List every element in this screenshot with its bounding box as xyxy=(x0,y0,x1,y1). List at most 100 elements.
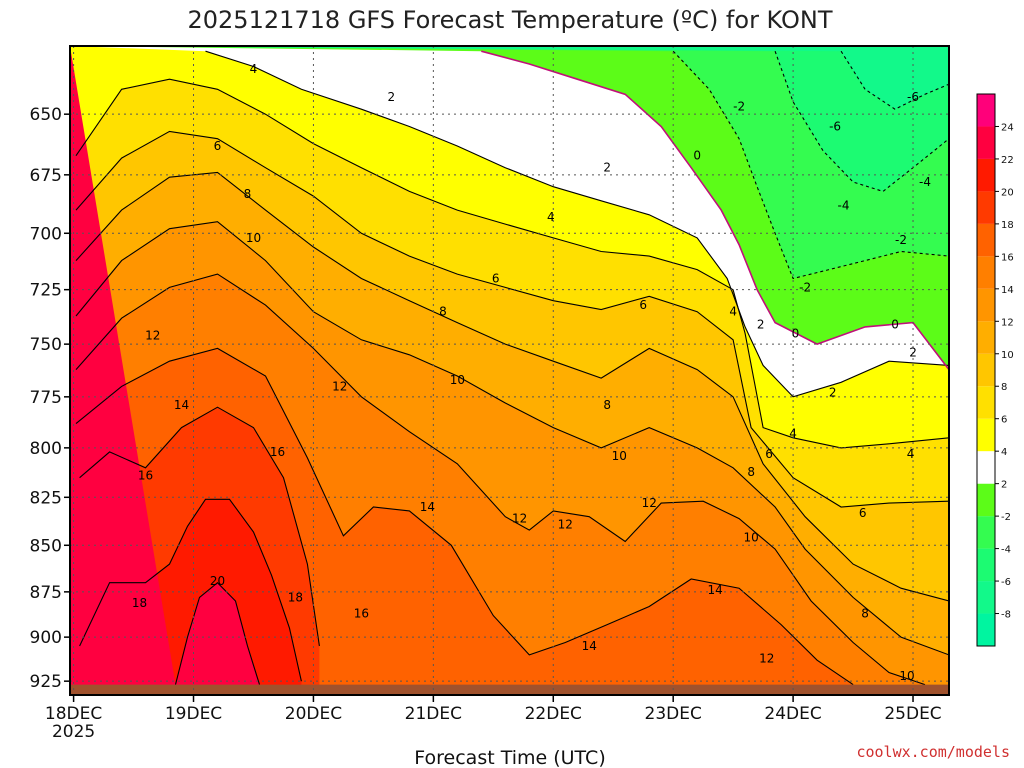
contour-label: 4 xyxy=(789,427,797,441)
colorbar-tick-label: 14 xyxy=(1001,285,1014,296)
contour-label: -2 xyxy=(895,233,907,247)
isotherm-line xyxy=(481,50,949,371)
colorbar-segment xyxy=(977,548,995,582)
x-tick-label: 21DEC xyxy=(405,704,462,724)
contour-label: 8 xyxy=(747,465,755,479)
band-fill xyxy=(70,46,302,695)
x-tick-sublabel: 2025 xyxy=(52,722,95,742)
isotherm-line xyxy=(840,50,949,110)
y-tick-label: 750 xyxy=(30,335,62,355)
colorbar-segment xyxy=(977,256,995,289)
colorbar-frame xyxy=(976,93,996,647)
colorbar-segment xyxy=(977,353,995,387)
y-tick-label: 850 xyxy=(30,536,62,556)
isotherm-line xyxy=(75,347,854,686)
contour-label: 16 xyxy=(138,469,153,483)
contour-label: -4 xyxy=(837,198,849,212)
chart-title: 2025121718 GFS Forecast Temperature (ºC)… xyxy=(188,6,833,34)
contour-label: 12 xyxy=(558,517,573,531)
x-tick-label: 24DEC xyxy=(764,704,821,724)
y-tick-label: 825 xyxy=(30,488,62,508)
contour-label: 8 xyxy=(603,398,611,412)
isotherm-line xyxy=(174,581,261,685)
y-tick-label: 875 xyxy=(30,583,62,603)
colorbar-segment xyxy=(977,516,995,549)
contour-label: 8 xyxy=(244,187,252,201)
contour-label: 0 xyxy=(792,326,800,340)
grid-lines xyxy=(70,46,949,695)
band-fill xyxy=(70,46,260,695)
isotherm-line xyxy=(205,50,949,398)
colorbar-segment xyxy=(977,94,995,127)
colorbar-segment xyxy=(977,321,995,354)
contour-label: 16 xyxy=(354,607,369,621)
contour-label: 2 xyxy=(757,318,765,332)
contour-label: -2 xyxy=(733,100,745,114)
contour-label: 2 xyxy=(829,386,837,400)
contour-label: 0 xyxy=(891,318,899,332)
colorbar-tick-label: -2 xyxy=(1001,512,1011,523)
colorbar-tick-label: 24 xyxy=(1001,122,1014,133)
contour-label: 10 xyxy=(899,669,914,683)
contour-label: 20 xyxy=(210,574,225,588)
contour-label: -4 xyxy=(919,175,931,189)
contour-label: -6 xyxy=(907,90,919,104)
contour-label: 14 xyxy=(174,398,189,412)
contour-label: 12 xyxy=(145,329,160,343)
colorbar-tick-label: 10 xyxy=(1001,350,1014,361)
contour-label: 0 xyxy=(693,149,701,163)
contour-label: 2 xyxy=(909,346,917,360)
contour-label: 10 xyxy=(612,449,627,463)
isotherm-line xyxy=(79,406,320,647)
isotherm-line xyxy=(75,171,949,602)
y-tick-label: 925 xyxy=(30,672,62,692)
colorbar-segment xyxy=(977,158,995,192)
contour-label: 18 xyxy=(288,590,303,604)
colorbar-segment xyxy=(977,191,995,224)
contour-label: 14 xyxy=(420,500,435,514)
contour-label: 6 xyxy=(639,298,647,312)
contour-label: 10 xyxy=(246,231,261,245)
contour-label: 12 xyxy=(512,512,527,526)
colorbar-tick-label: 16 xyxy=(1001,252,1014,263)
isotherm-line xyxy=(75,130,949,508)
colorbar-segment xyxy=(977,126,995,159)
contour-label: 4 xyxy=(250,62,258,76)
colorbar-segment xyxy=(977,288,995,322)
y-tick-label: 700 xyxy=(30,224,62,244)
y-tick-label: 675 xyxy=(30,166,62,186)
contour-label: -6 xyxy=(829,119,841,133)
contour-label: 8 xyxy=(439,305,447,319)
contour-label: 4 xyxy=(547,210,555,224)
colorbar-segment xyxy=(977,386,995,419)
contour-label: 12 xyxy=(332,379,347,393)
contour-label: 6 xyxy=(765,447,773,461)
colorbar-tick-label: -4 xyxy=(1001,545,1011,556)
y-tick-label: 775 xyxy=(30,388,62,408)
y-tick-label: 900 xyxy=(30,628,62,648)
contour-label: 12 xyxy=(642,496,657,510)
x-tick-label: 18DEC xyxy=(45,704,102,724)
colorbar-tick-label: -8 xyxy=(1001,610,1011,621)
colorbar-segment xyxy=(977,418,995,452)
contour-label: 2 xyxy=(603,161,611,175)
colorbar-segment xyxy=(977,483,995,517)
plot-area xyxy=(70,46,949,695)
colorbar-segment xyxy=(977,451,995,484)
x-tick-label: 25DEC xyxy=(884,704,941,724)
y-tick-label: 800 xyxy=(30,439,62,459)
colorbar-tick-label: -6 xyxy=(1001,577,1011,588)
contour-label: 6 xyxy=(214,139,222,153)
colorbar-tick-label: 8 xyxy=(1001,382,1007,393)
colorbar-segment xyxy=(977,581,995,614)
contour-label: 10 xyxy=(450,373,465,387)
contour-label: 4 xyxy=(729,305,737,319)
isotherm-line xyxy=(75,78,949,449)
isotherm-line xyxy=(79,498,302,682)
x-tick-label: 22DEC xyxy=(525,704,582,724)
colorbar-segment xyxy=(977,613,995,646)
colorbar-tick-label: 12 xyxy=(1001,317,1014,328)
